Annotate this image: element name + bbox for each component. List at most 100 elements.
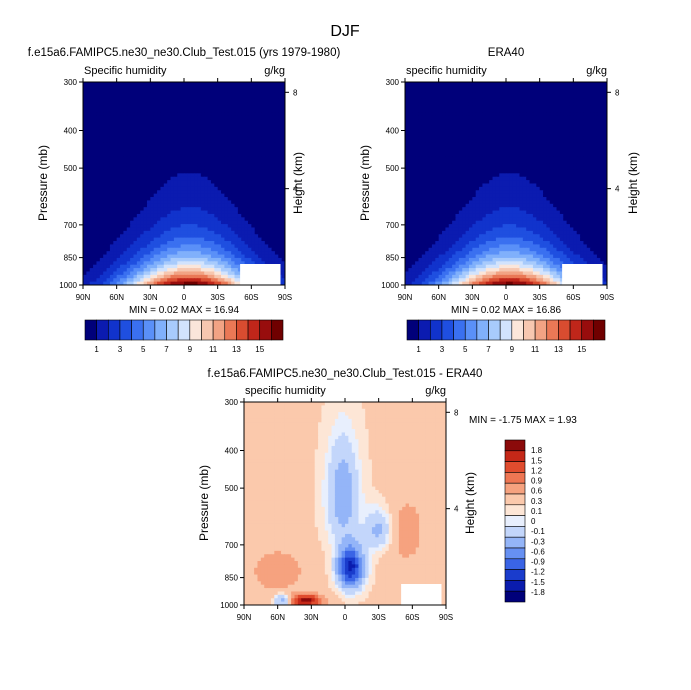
field-cell bbox=[197, 122, 202, 127]
field-cell bbox=[200, 224, 205, 229]
field-cell bbox=[180, 159, 185, 164]
field-cell bbox=[281, 203, 285, 208]
field-cell bbox=[435, 146, 440, 151]
field-cell bbox=[549, 136, 554, 141]
field-cell bbox=[221, 210, 225, 215]
field-cell bbox=[502, 115, 507, 120]
field-cell bbox=[435, 92, 440, 97]
field-cell bbox=[103, 163, 108, 168]
field-cell bbox=[210, 139, 215, 144]
field-cell bbox=[173, 146, 178, 151]
field-cell bbox=[415, 98, 420, 103]
field-cell bbox=[143, 268, 148, 273]
field-cell bbox=[177, 176, 182, 181]
field-cell bbox=[116, 125, 121, 130]
field-cell bbox=[227, 281, 232, 285]
field-cell bbox=[472, 136, 477, 141]
field-cell bbox=[180, 176, 185, 181]
field-cell bbox=[116, 247, 121, 252]
field-cell bbox=[184, 234, 188, 239]
field-cell bbox=[227, 186, 232, 191]
field-cell bbox=[221, 139, 225, 144]
field-cell bbox=[247, 82, 252, 86]
field-cell bbox=[184, 186, 188, 191]
field-cell bbox=[173, 207, 178, 212]
field-cell bbox=[425, 119, 430, 124]
field-cell bbox=[435, 129, 440, 134]
field-cell bbox=[99, 136, 104, 141]
field-cell bbox=[120, 159, 124, 164]
field-cell bbox=[167, 102, 172, 107]
field-cell bbox=[590, 125, 595, 130]
field-cell bbox=[187, 183, 192, 188]
field-cell bbox=[187, 197, 192, 202]
field-cell bbox=[126, 149, 131, 154]
field-cell bbox=[180, 88, 185, 93]
field-cell bbox=[278, 142, 283, 147]
field-cell bbox=[204, 224, 209, 229]
field-cell bbox=[200, 98, 205, 103]
field-cell bbox=[150, 88, 155, 93]
field-cell bbox=[281, 115, 285, 120]
field-cell bbox=[224, 146, 229, 151]
field-cell bbox=[123, 125, 128, 130]
field-cell bbox=[244, 122, 249, 127]
field-cell bbox=[217, 203, 222, 208]
panel-obs-variable-label: specific humidity bbox=[406, 65, 487, 77]
field-cell bbox=[197, 132, 202, 137]
field-cell bbox=[237, 207, 242, 212]
field-cell bbox=[177, 169, 182, 174]
field-cell bbox=[214, 115, 219, 120]
field-cell bbox=[244, 247, 249, 252]
field-cell bbox=[146, 139, 151, 144]
field-cell bbox=[268, 82, 273, 86]
field-cell bbox=[113, 268, 118, 273]
field-cell bbox=[89, 156, 94, 161]
field-cell bbox=[177, 92, 182, 97]
field-cell bbox=[234, 251, 239, 256]
field-cell bbox=[160, 234, 165, 239]
field-cell bbox=[96, 207, 101, 212]
field-cell bbox=[217, 112, 222, 117]
field-cell bbox=[207, 251, 212, 256]
field-cell bbox=[553, 115, 558, 120]
field-cell bbox=[281, 264, 285, 269]
field-cell bbox=[502, 92, 507, 97]
field-cell bbox=[492, 109, 497, 114]
field-cell bbox=[448, 88, 453, 93]
field-cell bbox=[254, 82, 259, 86]
y-tick-label: 1000 bbox=[59, 281, 77, 290]
field-cell bbox=[468, 119, 473, 124]
field-cell bbox=[163, 146, 168, 151]
field-cell bbox=[126, 119, 131, 124]
field-cell bbox=[160, 281, 165, 285]
field-cell bbox=[160, 142, 165, 147]
field-cell bbox=[448, 153, 453, 158]
colorbar-swatch bbox=[166, 319, 179, 341]
field-cell bbox=[509, 102, 514, 107]
field-cell bbox=[143, 163, 148, 168]
field-cell bbox=[143, 207, 148, 212]
field-cell bbox=[106, 173, 111, 178]
field-cell bbox=[83, 278, 87, 283]
field-cell bbox=[130, 156, 135, 161]
field-cell bbox=[241, 244, 246, 249]
field-cell bbox=[438, 98, 443, 103]
field-cell bbox=[180, 244, 185, 249]
field-cell bbox=[546, 115, 551, 120]
field-cell bbox=[532, 142, 537, 147]
field-cell bbox=[106, 254, 111, 259]
field-cell bbox=[204, 115, 209, 120]
field-cell bbox=[271, 85, 276, 90]
field-cell bbox=[210, 244, 215, 249]
field-cell bbox=[489, 146, 494, 151]
field-cell bbox=[448, 98, 453, 103]
field-cell bbox=[512, 105, 517, 110]
field-cell bbox=[120, 139, 124, 144]
field-cell bbox=[274, 139, 279, 144]
field-cell bbox=[116, 213, 121, 218]
field-cell bbox=[224, 129, 229, 134]
field-cell bbox=[194, 82, 199, 86]
field-cell bbox=[99, 224, 104, 229]
field-cell bbox=[116, 112, 121, 117]
